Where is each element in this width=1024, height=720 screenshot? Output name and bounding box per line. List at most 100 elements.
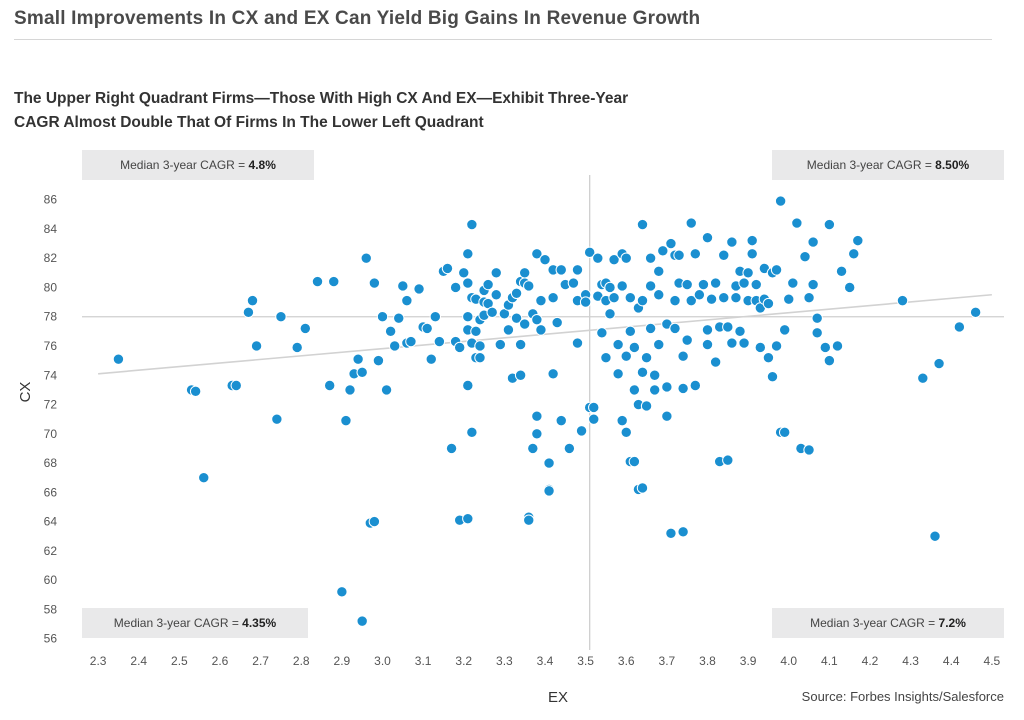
quadrant-label-bottom-left: Median 3-year CAGR = 4.35% — [82, 608, 308, 638]
data-point — [612, 368, 624, 380]
data-point — [709, 277, 722, 289]
data-point — [360, 252, 372, 264]
x-tick-label: 2.5 — [171, 654, 188, 668]
data-point — [726, 236, 738, 248]
data-point — [852, 234, 864, 247]
data-point — [774, 195, 787, 207]
data-point — [835, 265, 848, 278]
data-point — [653, 289, 665, 301]
data-point — [620, 252, 632, 264]
data-point — [705, 293, 718, 305]
data-point — [616, 414, 628, 427]
x-tick-label: 4.2 — [862, 654, 879, 668]
data-point — [653, 338, 665, 351]
data-point — [588, 413, 600, 425]
data-point — [368, 515, 381, 528]
data-point — [787, 277, 799, 289]
data-point — [462, 512, 474, 525]
data-point — [644, 252, 657, 264]
data-point — [819, 341, 832, 354]
data-point — [657, 245, 669, 257]
data-point — [762, 297, 775, 310]
data-point — [665, 527, 677, 540]
data-point — [388, 340, 401, 352]
data-point — [368, 277, 381, 289]
data-point — [571, 337, 584, 349]
data-point — [669, 322, 681, 335]
data-point — [681, 334, 693, 346]
data-point — [823, 218, 836, 231]
data-point — [709, 356, 722, 368]
data-point — [681, 278, 693, 291]
data-point — [612, 338, 624, 351]
data-point — [470, 325, 482, 338]
x-tick-label: 3.1 — [415, 654, 432, 668]
x-tick-label: 4.3 — [902, 654, 919, 668]
data-point — [518, 318, 531, 330]
data-point — [433, 335, 446, 348]
y-tick-label: 66 — [44, 485, 58, 499]
data-point — [750, 278, 762, 291]
data-point — [189, 385, 202, 398]
data-point — [636, 482, 649, 494]
data-point — [953, 321, 966, 333]
data-point — [401, 294, 413, 307]
data-point — [413, 283, 425, 295]
x-tick-label: 2.8 — [293, 654, 310, 668]
x-tick-label: 3.4 — [537, 654, 554, 668]
data-point — [640, 351, 653, 364]
y-tick-label: 60 — [44, 573, 58, 587]
quadrant-value: 7.2% — [938, 616, 966, 630]
data-point — [230, 379, 242, 392]
data-point — [685, 294, 697, 307]
data-point — [112, 353, 125, 365]
data-point — [336, 586, 348, 598]
data-point — [685, 217, 697, 229]
data-point — [482, 278, 494, 291]
data-point — [531, 313, 543, 326]
quadrant-label-top-left: Median 3-year CAGR = 4.8% — [82, 150, 314, 180]
data-point — [510, 287, 523, 299]
data-point — [726, 337, 738, 349]
x-tick-label: 4.5 — [984, 654, 1001, 668]
y-tick-label: 68 — [44, 456, 58, 470]
y-tick-label: 72 — [44, 398, 58, 412]
data-point — [563, 442, 576, 455]
y-axis-label: CX — [17, 382, 34, 403]
data-point — [453, 341, 466, 354]
data-point — [291, 341, 303, 354]
x-tick-label: 4.0 — [780, 654, 797, 668]
data-point — [628, 384, 641, 396]
data-point — [250, 340, 263, 352]
data-point — [551, 316, 563, 329]
x-tick-label: 4.4 — [943, 654, 960, 668]
data-point — [490, 289, 502, 301]
data-point — [494, 338, 507, 351]
data-point — [677, 526, 689, 538]
x-tick-label: 4.1 — [821, 654, 838, 668]
x-tick-label: 3.0 — [374, 654, 391, 668]
data-point — [746, 234, 758, 247]
data-point — [640, 400, 653, 412]
data-point — [462, 277, 474, 289]
data-point — [718, 291, 730, 304]
x-tick-label: 2.9 — [334, 654, 351, 668]
data-point — [555, 414, 567, 427]
data-point — [831, 340, 844, 352]
data-point — [600, 351, 612, 364]
y-tick-label: 58 — [44, 602, 58, 616]
data-point — [665, 237, 677, 250]
data-point — [734, 325, 746, 338]
data-point — [323, 379, 336, 392]
x-tick-label: 3.3 — [496, 654, 513, 668]
trend-line — [98, 293, 992, 375]
data-point — [531, 410, 543, 422]
quadrant-value: 4.35% — [242, 616, 277, 630]
data-point — [543, 485, 555, 497]
data-point — [722, 454, 734, 466]
data-point — [636, 294, 649, 307]
data-point — [917, 372, 929, 384]
data-point — [803, 291, 815, 304]
data-point — [531, 248, 543, 260]
data-point — [636, 218, 649, 231]
